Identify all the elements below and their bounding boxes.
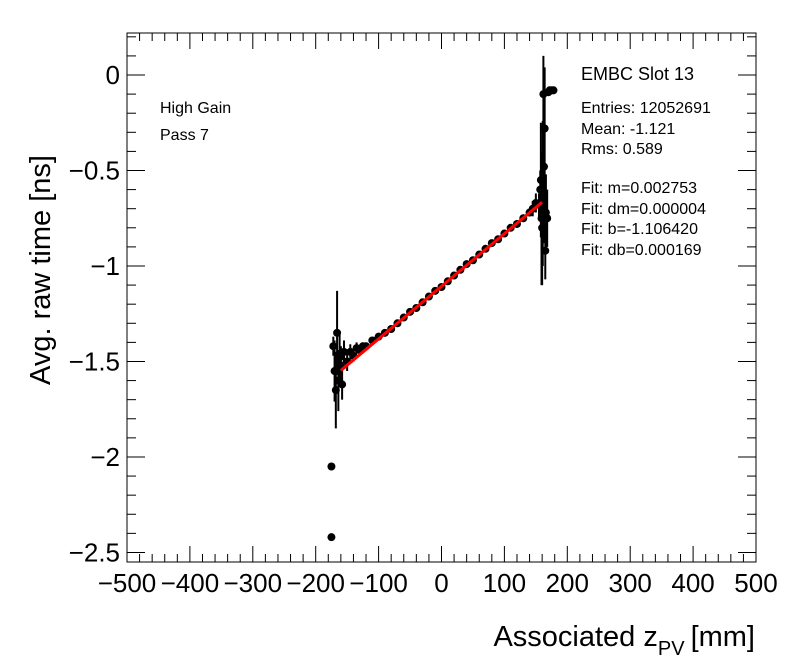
data-point xyxy=(327,533,336,542)
x-tick-label: −200 xyxy=(286,568,345,598)
data-point xyxy=(329,342,338,351)
y-tick-label: −2.5 xyxy=(69,537,120,567)
x-axis-title-subscript: PV xyxy=(658,638,685,660)
data-point xyxy=(549,86,558,95)
x-axis-title-main: Associated z xyxy=(493,621,657,653)
annotation-gain: High Gain xyxy=(160,100,231,117)
annotation-pass: Pass 7 xyxy=(160,127,209,144)
data-point xyxy=(333,328,342,337)
y-axis-title: Avg. raw time [ns] xyxy=(25,155,57,385)
data-points xyxy=(327,86,558,542)
x-tick-label: 200 xyxy=(546,568,589,598)
x-axis-title-unit: [mm] xyxy=(691,621,755,653)
data-point xyxy=(335,353,344,362)
y-tick-label: −1 xyxy=(90,251,120,281)
stats-entries: Entries: 12052691 xyxy=(581,100,711,117)
plot-frame xyxy=(126,32,757,563)
x-tick-label: −300 xyxy=(224,568,283,598)
fit-line xyxy=(339,201,544,372)
data-point xyxy=(543,214,552,223)
data-point xyxy=(538,223,547,232)
stats-fit-dm: Fit: dm=0.000004 xyxy=(581,201,706,218)
stats-fit-b: Fit: b=-1.106420 xyxy=(581,221,698,238)
x-tick-label: 400 xyxy=(671,568,714,598)
x-tick-labels: −500 −400 −300 −200 −100 0 100 200 300 400 500 xyxy=(98,568,778,598)
x-tick-label: −500 xyxy=(98,568,157,598)
stats-title: EMBC Slot 13 xyxy=(581,64,694,84)
stats-fit-m: Fit: m=0.002753 xyxy=(581,180,697,197)
y-tick-label: −1.5 xyxy=(69,346,120,376)
data-point xyxy=(537,214,546,223)
data-point xyxy=(540,124,549,133)
x-tick-label: 300 xyxy=(609,568,652,598)
stats-box: EMBC Slot 13 Entries: 12052691 Mean: -1.… xyxy=(581,64,711,259)
x-tick-label: −100 xyxy=(349,568,408,598)
data-point xyxy=(340,347,349,356)
stats-fit-db: Fit: db=0.000169 xyxy=(581,242,702,259)
x-tick-label: −400 xyxy=(161,568,220,598)
x-axis-title: Associated zPV [mm] xyxy=(493,621,755,660)
data-point xyxy=(331,386,340,395)
fit-line-group xyxy=(339,201,544,372)
data-point xyxy=(338,380,347,389)
data-point xyxy=(536,176,545,185)
y-tick-labels: 0 −0.5 −1 −1.5 −2 −2.5 xyxy=(69,60,120,567)
data-point xyxy=(538,189,547,198)
data-point xyxy=(541,246,550,255)
data-point xyxy=(540,162,549,171)
x-tick-label: 0 xyxy=(434,568,448,598)
y-tick-label: 0 xyxy=(106,60,120,90)
data-point xyxy=(327,462,336,471)
x-tick-label: 100 xyxy=(483,568,526,598)
stats-rms: Rms: 0.589 xyxy=(581,141,663,158)
y-tick-label: −0.5 xyxy=(69,156,120,186)
data-point xyxy=(330,367,339,376)
stats-mean: Mean: -1.121 xyxy=(581,121,675,138)
y-tick-label: −2 xyxy=(90,442,120,472)
x-tick-label: 500 xyxy=(734,568,777,598)
